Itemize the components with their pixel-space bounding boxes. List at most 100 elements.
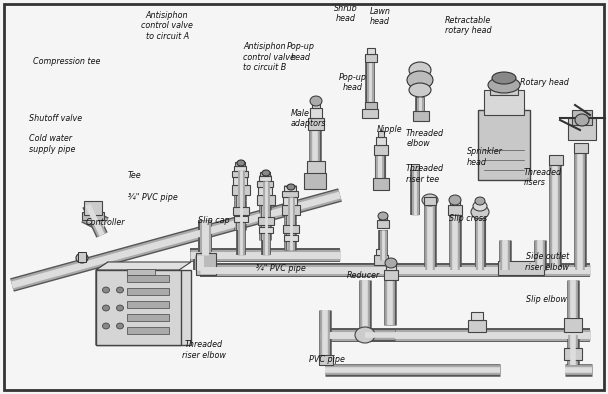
Ellipse shape: [575, 114, 589, 126]
Bar: [82, 212, 104, 220]
Bar: [376, 249, 386, 255]
Text: ¾" PVC pipe: ¾" PVC pipe: [128, 193, 178, 201]
Bar: [96, 270, 181, 345]
Bar: [127, 275, 169, 282]
Bar: [448, 205, 462, 215]
Bar: [96, 270, 191, 345]
Ellipse shape: [287, 184, 295, 190]
Bar: [307, 161, 325, 175]
Bar: [411, 164, 419, 170]
Bar: [413, 111, 429, 121]
Bar: [365, 54, 377, 62]
Ellipse shape: [409, 83, 431, 97]
Bar: [127, 269, 155, 275]
Ellipse shape: [422, 194, 438, 206]
Ellipse shape: [103, 287, 109, 293]
Bar: [386, 262, 396, 270]
Bar: [235, 162, 245, 166]
Bar: [282, 205, 300, 215]
Bar: [312, 100, 320, 108]
Text: Antisiphon
control valve
to circuit B: Antisiphon control valve to circuit B: [243, 42, 295, 72]
Ellipse shape: [355, 327, 375, 343]
Bar: [367, 48, 375, 54]
Text: Threaded
riser tee: Threaded riser tee: [406, 164, 444, 184]
Bar: [490, 83, 518, 95]
Ellipse shape: [492, 72, 516, 84]
Text: Cold water
supply pipe: Cold water supply pipe: [29, 134, 75, 154]
Ellipse shape: [103, 305, 109, 311]
Bar: [304, 173, 326, 189]
Bar: [196, 253, 216, 275]
Polygon shape: [96, 262, 108, 345]
Bar: [259, 176, 271, 181]
Ellipse shape: [473, 201, 487, 211]
Bar: [450, 199, 460, 205]
Text: Reducer: Reducer: [347, 271, 380, 279]
Text: Slip elbow: Slip elbow: [525, 295, 567, 304]
Ellipse shape: [475, 197, 485, 205]
Text: Slip cross: Slip cross: [449, 214, 486, 223]
Bar: [258, 187, 272, 195]
Text: Nipple: Nipple: [377, 125, 402, 134]
Bar: [257, 181, 273, 187]
Bar: [574, 143, 588, 153]
Bar: [568, 118, 596, 140]
Text: Compression tee: Compression tee: [33, 57, 101, 65]
Bar: [374, 145, 388, 155]
Bar: [379, 215, 387, 220]
Ellipse shape: [471, 205, 489, 219]
Bar: [234, 166, 246, 171]
Bar: [127, 288, 169, 295]
Ellipse shape: [76, 253, 88, 263]
Bar: [257, 195, 275, 205]
Ellipse shape: [117, 305, 123, 311]
Text: Shrub
head: Shrub head: [333, 4, 358, 24]
Text: PVC pipe: PVC pipe: [309, 355, 345, 364]
Bar: [319, 355, 333, 365]
Bar: [84, 201, 102, 215]
Bar: [127, 314, 169, 321]
Bar: [283, 197, 297, 205]
Text: Retractable
rotary head: Retractable rotary head: [445, 16, 491, 35]
Bar: [258, 217, 274, 225]
Bar: [376, 137, 386, 145]
Bar: [373, 178, 389, 190]
Bar: [260, 172, 270, 176]
Bar: [127, 301, 169, 308]
Bar: [424, 197, 436, 205]
Bar: [282, 191, 298, 197]
Ellipse shape: [237, 160, 245, 166]
Text: Male
adaptors: Male adaptors: [291, 108, 326, 128]
Bar: [284, 186, 296, 191]
Ellipse shape: [117, 287, 123, 293]
Bar: [365, 102, 377, 110]
Bar: [308, 118, 324, 130]
Ellipse shape: [409, 62, 431, 78]
Ellipse shape: [407, 71, 433, 89]
Ellipse shape: [488, 77, 520, 93]
Bar: [127, 327, 169, 334]
Bar: [498, 261, 544, 275]
Bar: [259, 227, 273, 233]
Ellipse shape: [310, 96, 322, 106]
Bar: [572, 110, 592, 125]
Bar: [232, 171, 248, 177]
Text: Pop-up
head: Pop-up head: [339, 73, 367, 93]
Text: Pop-up
head: Pop-up head: [287, 42, 315, 62]
Bar: [233, 207, 249, 215]
Bar: [78, 252, 86, 262]
Bar: [284, 235, 298, 241]
Ellipse shape: [449, 195, 461, 205]
Text: Threaded
risers: Threaded risers: [524, 167, 562, 187]
Text: Tee: Tee: [128, 171, 141, 180]
Bar: [374, 255, 388, 265]
Bar: [232, 185, 250, 195]
Ellipse shape: [117, 323, 123, 329]
Text: Shutoff valve: Shutoff valve: [29, 114, 82, 123]
Ellipse shape: [385, 258, 397, 268]
Ellipse shape: [103, 323, 109, 329]
Bar: [468, 320, 486, 332]
Bar: [484, 90, 524, 115]
Ellipse shape: [262, 170, 270, 176]
Bar: [377, 220, 389, 228]
